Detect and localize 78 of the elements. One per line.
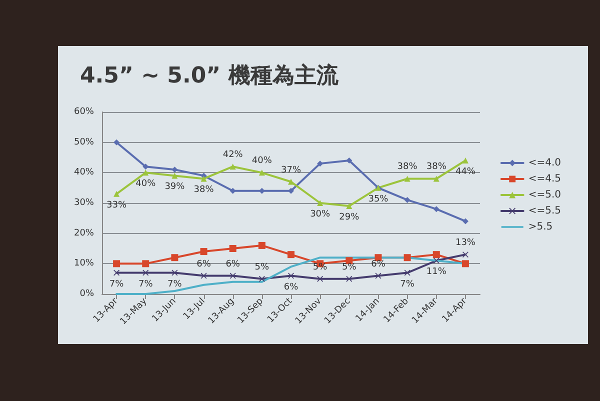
point (288, 188, 294, 194)
point (258, 242, 266, 249)
point (142, 170, 149, 176)
data-label: 11% (426, 267, 447, 278)
data-label: 6% (226, 259, 240, 270)
y-tick-label: 30% (74, 198, 94, 208)
point (200, 176, 207, 182)
point (113, 260, 120, 268)
data-label: 42% (222, 150, 244, 160)
y-tick-label: 50% (74, 137, 94, 148)
point (462, 158, 468, 164)
y-tick-label: 60% (74, 107, 94, 117)
point (433, 176, 440, 182)
point (171, 254, 178, 262)
point (142, 260, 150, 268)
data-label: 29% (339, 212, 360, 223)
point (317, 200, 324, 206)
data-label: 39% (164, 182, 186, 192)
point (433, 258, 440, 264)
data-label: 6% (284, 282, 299, 292)
data-label: 5% (342, 262, 357, 272)
legend-label: <=5.0 (528, 190, 562, 200)
data-label: 40% (136, 179, 156, 190)
point (404, 270, 410, 276)
data-label: 7% (168, 279, 182, 290)
y-tick-label: 10% (74, 258, 94, 269)
legend-label: <=4.5 (528, 174, 562, 184)
point (433, 206, 440, 212)
data-label: 7% (400, 279, 415, 290)
point (404, 254, 411, 262)
y-tick-label: 0% (80, 289, 94, 299)
data-label: 44% (455, 167, 476, 178)
point (200, 272, 207, 279)
point (375, 272, 382, 279)
point (114, 190, 120, 197)
point (172, 172, 178, 179)
point (172, 270, 178, 276)
chart-title: 4.5” ~ 5.0” 機種為主流 (80, 62, 340, 88)
point (346, 203, 352, 210)
legend-label: >5.5 (528, 222, 553, 232)
data-label: 5% (312, 262, 328, 272)
data-label: 38% (426, 162, 447, 172)
y-tick-label: 20% (74, 228, 94, 238)
legend-label: <=4.0 (528, 158, 562, 168)
point (200, 248, 208, 256)
data-label: 40% (252, 156, 272, 166)
data-label: 6% (371, 259, 386, 270)
y-tick-label: 40% (74, 168, 94, 178)
point (317, 276, 324, 282)
point (404, 176, 410, 182)
data-label: 38% (194, 185, 214, 196)
legend-label: <=5.5 (528, 206, 562, 216)
data-label: 7% (138, 279, 154, 290)
point (258, 276, 265, 282)
point (346, 276, 352, 282)
point (288, 251, 294, 258)
point (229, 245, 236, 252)
point (230, 272, 236, 279)
point (230, 164, 236, 170)
point (462, 218, 468, 224)
point (462, 252, 468, 258)
data-label: 6% (196, 259, 212, 270)
data-label: 35% (368, 194, 389, 204)
point (404, 196, 410, 203)
point (114, 139, 120, 146)
point (288, 178, 294, 185)
point (258, 170, 265, 176)
data-label: 30% (310, 210, 331, 220)
data-label: 5% (254, 262, 270, 272)
data-label: 13% (455, 238, 476, 248)
data-label: 37% (280, 165, 302, 176)
data-label: 38% (397, 162, 418, 172)
data-label: 33% (106, 200, 127, 210)
point (462, 260, 469, 268)
data-label: 7% (109, 279, 124, 290)
point (346, 158, 352, 164)
point (432, 251, 440, 258)
point (172, 166, 178, 173)
